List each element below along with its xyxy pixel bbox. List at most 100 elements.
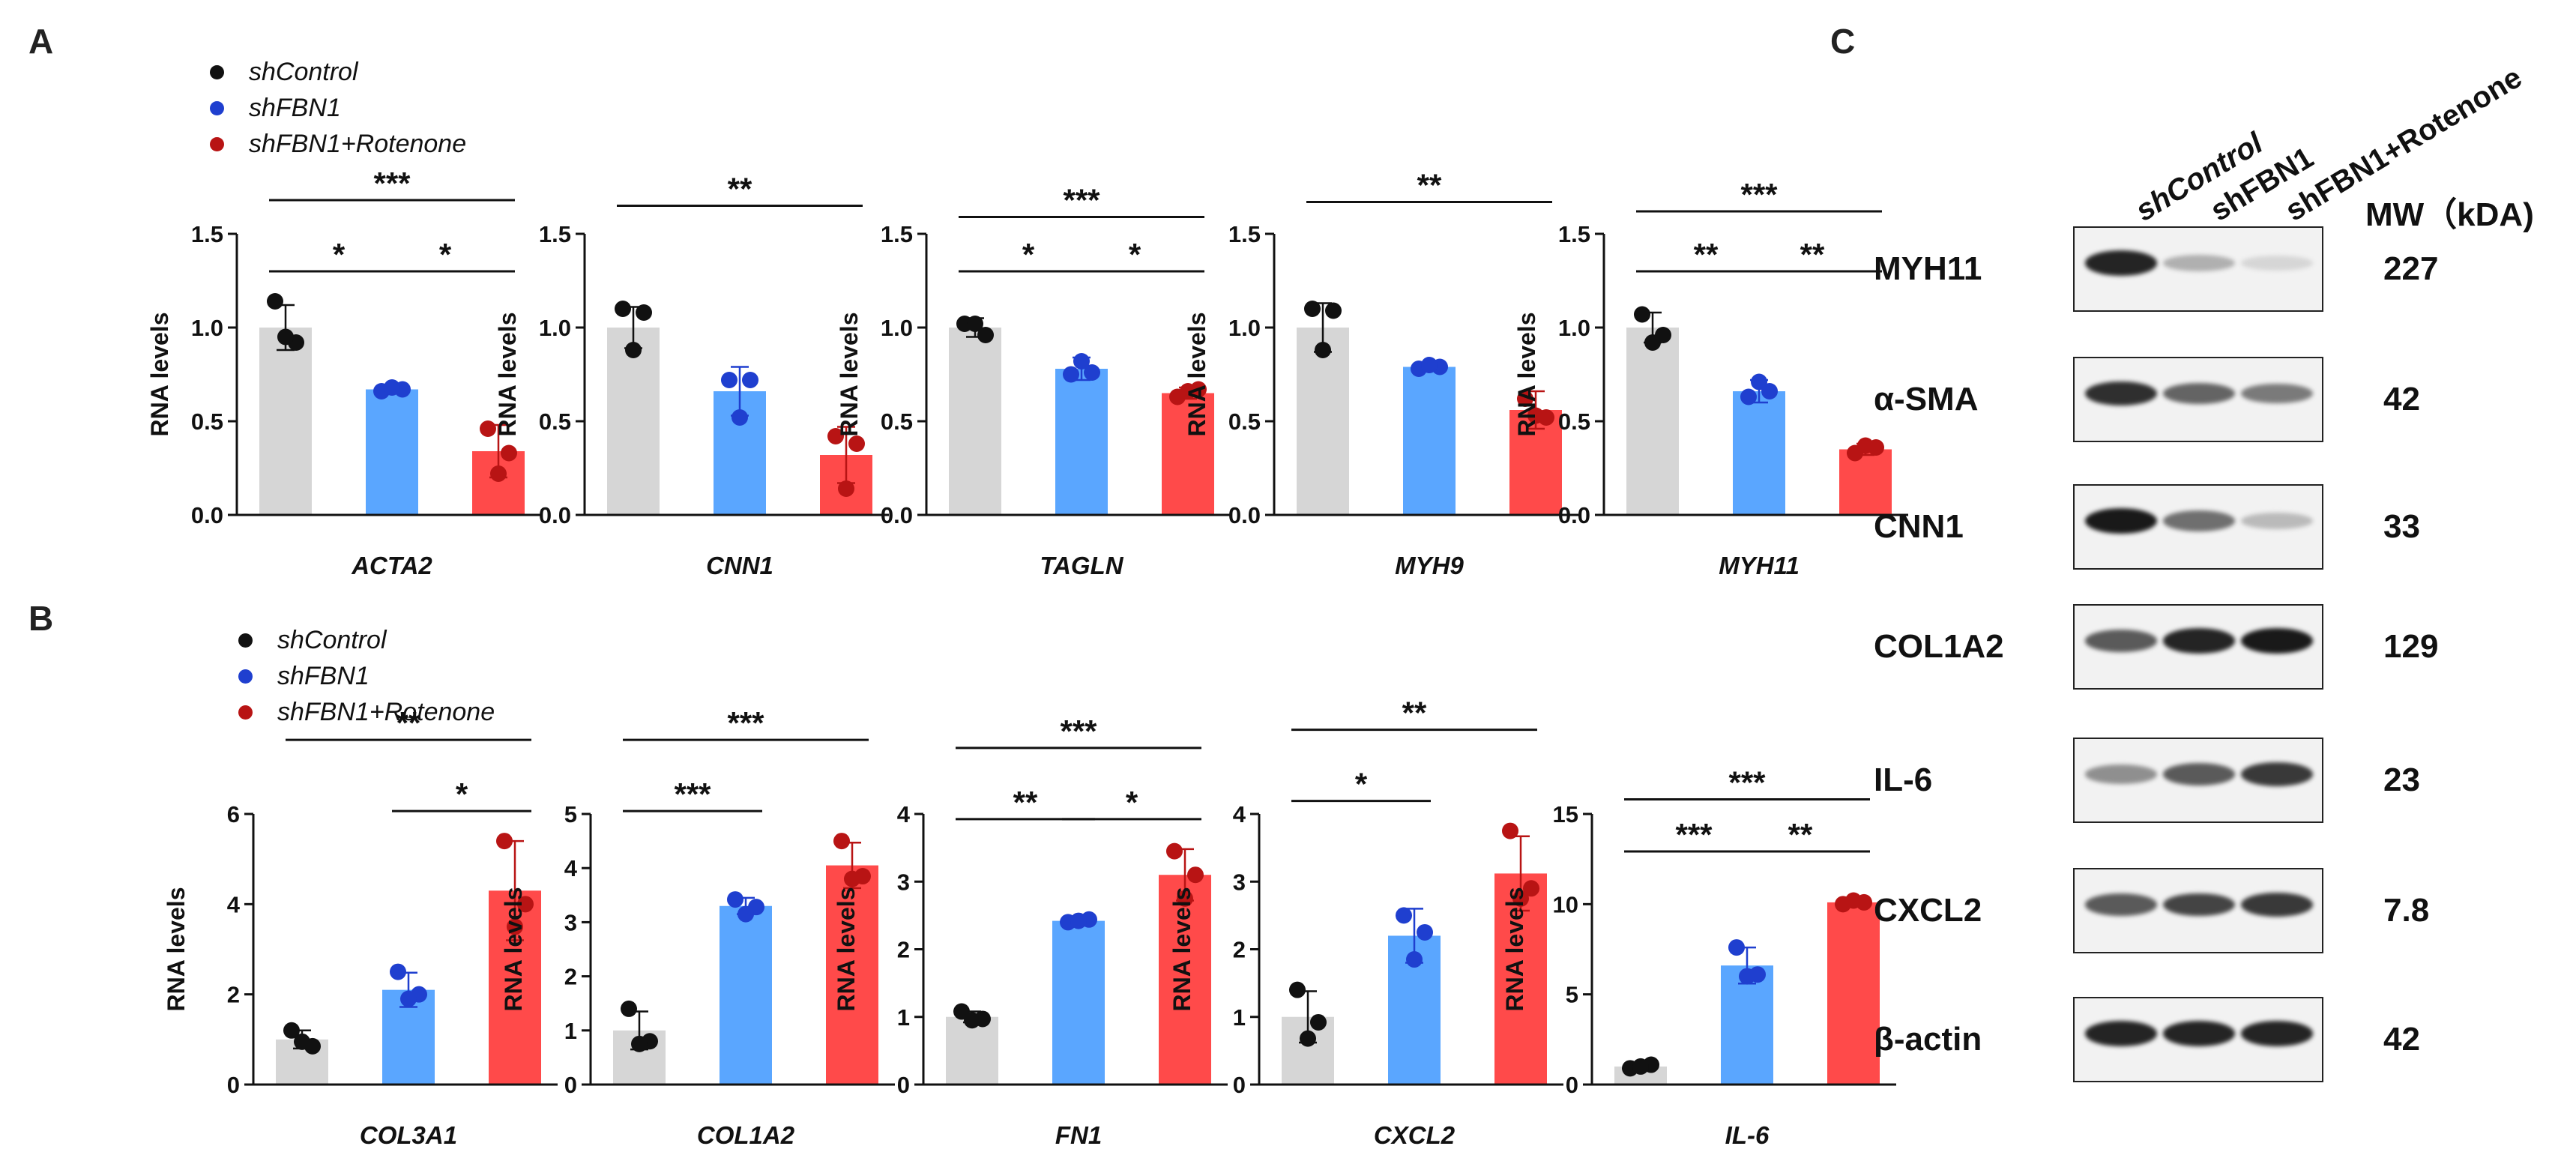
- wb-band: [2085, 381, 2157, 406]
- x-axis-title: CXCL2: [1374, 1121, 1456, 1149]
- data-point: [1315, 342, 1331, 358]
- legend-label: shFBN1+Rotenone: [249, 129, 467, 158]
- data-point: [1739, 968, 1755, 985]
- data-point: [1325, 302, 1342, 319]
- data-point: [294, 1033, 310, 1050]
- y-tick-label: 0: [1233, 1072, 1246, 1098]
- significance-label: **: [1402, 696, 1427, 731]
- x-axis-title: IL-6: [1725, 1121, 1770, 1149]
- wb-mw-value: 227: [2383, 250, 2439, 287]
- data-point: [625, 342, 642, 358]
- significance-label: *: [333, 237, 346, 272]
- x-axis-title: MYH9: [1395, 552, 1464, 579]
- data-point: [480, 420, 496, 437]
- y-tick-label: 0: [227, 1072, 240, 1098]
- data-point: [1527, 407, 1544, 424]
- data-point: [1304, 301, 1321, 317]
- significance-label: *: [1022, 237, 1035, 272]
- y-tick-label: 1.0: [1228, 315, 1261, 341]
- y-tick-label: 0: [897, 1072, 910, 1098]
- y-axis-label: RNA levels: [494, 313, 521, 437]
- chart-cnn1: 0.0 0.5 1.0 1.5 RNA levels CNN1 **: [494, 172, 889, 579]
- data-point: [977, 327, 994, 343]
- wb-band: [2241, 628, 2313, 654]
- bar: [366, 389, 418, 515]
- bar: [720, 905, 772, 1085]
- wb-band: [2241, 893, 2313, 917]
- y-tick-label: 1: [1233, 1004, 1246, 1031]
- wb-blot-strip: [2073, 604, 2323, 690]
- panel-label-b: B: [28, 599, 54, 638]
- data-point: [490, 465, 507, 482]
- y-axis-label: RNA levels: [163, 887, 190, 1012]
- wb-blot-strip: [2073, 868, 2323, 953]
- data-point: [1289, 981, 1306, 998]
- y-tick-label: 2: [564, 964, 577, 990]
- legend-dot-icon: [210, 136, 224, 151]
- data-point: [833, 833, 850, 850]
- data-point: [267, 293, 283, 310]
- data-point: [1845, 892, 1862, 909]
- y-tick-label: 4: [227, 891, 241, 917]
- x-axis-title: COL3A1: [360, 1121, 457, 1149]
- y-axis-label: RNA levels: [1513, 313, 1540, 437]
- legend-item-shfbn1: shFBN1: [210, 90, 466, 126]
- legend-label: shControl: [249, 57, 358, 86]
- x-axis-title: FN1: [1055, 1121, 1102, 1149]
- data-point: [400, 990, 417, 1007]
- significance-label: ***: [674, 776, 711, 812]
- data-point: [496, 833, 513, 850]
- y-tick-label: 5: [564, 801, 577, 827]
- wb-band: [2241, 513, 2313, 529]
- wb-blot-strip: [2073, 357, 2323, 442]
- significance-label: ***: [727, 705, 764, 741]
- data-point: [737, 905, 754, 923]
- legend-dot-icon: [210, 64, 224, 79]
- wb-protein-label: IL-6: [1874, 762, 1933, 798]
- bar: [1159, 875, 1211, 1085]
- data-point: [742, 372, 758, 388]
- data-point: [848, 435, 865, 452]
- data-point: [390, 963, 406, 980]
- wb-mw-value: 42: [2383, 381, 2420, 417]
- wb-protein-label: COL1A2: [1874, 628, 2004, 665]
- y-tick-label: 4: [897, 801, 911, 827]
- data-point: [721, 372, 737, 388]
- significance-label: *: [456, 776, 468, 812]
- wb-band: [2085, 508, 2157, 534]
- chart-myh9: 0.0 0.5 1.0 1.5 RNA levels MYH9 **: [1183, 168, 1578, 579]
- wb-protein-label: α-SMA: [1874, 381, 1979, 417]
- legend-item-shcontrol: shControl: [210, 54, 466, 90]
- legend-label: shFBN1: [277, 661, 369, 690]
- significance-label: **: [1788, 817, 1813, 852]
- wb-band: [2163, 893, 2235, 917]
- wb-blot-strip: [2073, 738, 2323, 823]
- significance-label: ***: [373, 166, 411, 201]
- y-tick-label: 15: [1553, 801, 1578, 827]
- y-axis-label: RNA levels: [836, 313, 863, 437]
- significance-label: *: [1355, 767, 1368, 802]
- wb-band: [2241, 256, 2313, 271]
- significance-label: ***: [1063, 183, 1100, 218]
- legend-dot-icon: [238, 669, 253, 684]
- wb-blot-strip: [2073, 484, 2323, 570]
- data-point: [1187, 866, 1204, 884]
- wb-band: [2085, 630, 2157, 652]
- bar: [1162, 393, 1214, 515]
- bar: [1827, 902, 1880, 1085]
- x-axis-title: ACTA2: [351, 552, 432, 579]
- data-point: [1084, 364, 1100, 381]
- legend-label: shFBN1+Rotenone: [277, 697, 495, 726]
- data-point: [507, 918, 523, 935]
- y-tick-label: 2: [227, 982, 240, 1008]
- data-point: [967, 316, 983, 332]
- data-point: [517, 896, 534, 913]
- significance-label: *: [1126, 785, 1138, 820]
- wb-mw-value: 129: [2383, 628, 2439, 665]
- data-point: [1517, 390, 1533, 407]
- wb-band: [2241, 762, 2313, 786]
- wb-mw-value: 7.8: [2383, 892, 2430, 929]
- data-point: [732, 409, 748, 426]
